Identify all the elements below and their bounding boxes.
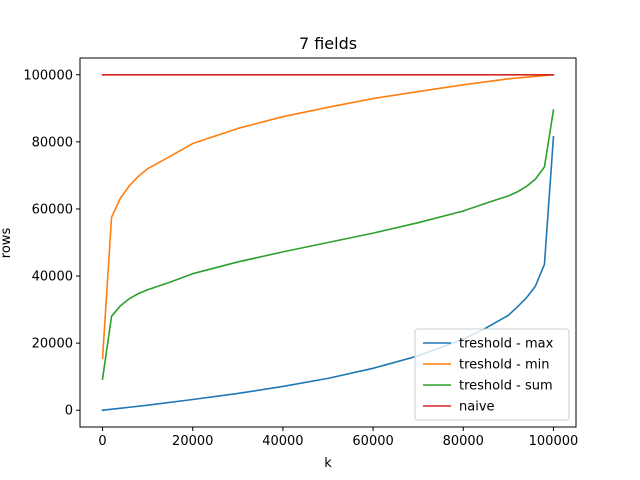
legend-label: treshold - max bbox=[459, 337, 554, 352]
y-axis-label: rows bbox=[0, 228, 14, 259]
y-tick-label: 20000 bbox=[32, 337, 73, 352]
legend-label: treshold - sum bbox=[459, 379, 553, 394]
x-tick-label: 80000 bbox=[443, 434, 484, 449]
series-line-treshold-sum bbox=[101, 109, 555, 380]
axes-frame bbox=[79, 57, 577, 428]
x-tick-label: 40000 bbox=[262, 434, 303, 449]
y-tick-label: 60000 bbox=[32, 202, 73, 217]
y-tick-label: 40000 bbox=[32, 270, 73, 285]
y-tick-label: 100000 bbox=[23, 68, 73, 83]
x-tick-label: 20000 bbox=[172, 434, 213, 449]
legend-label: treshold - min bbox=[459, 358, 549, 373]
plot-area bbox=[101, 73, 555, 412]
chart-title: 7 fields bbox=[299, 34, 357, 53]
x-tick-label: 60000 bbox=[352, 434, 393, 449]
y-tick-label: 0 bbox=[65, 404, 73, 419]
legend-box bbox=[414, 328, 570, 421]
y-tick-label: 80000 bbox=[32, 135, 73, 150]
series-line-treshold-min bbox=[101, 73, 555, 360]
x-axis-label: k bbox=[324, 456, 332, 471]
x-tick-label: 0 bbox=[98, 434, 106, 449]
legend: treshold - max treshold - min treshold - s… bbox=[414, 328, 570, 421]
legend-label: naive bbox=[459, 400, 495, 415]
x-tick-label: 100000 bbox=[529, 434, 579, 449]
